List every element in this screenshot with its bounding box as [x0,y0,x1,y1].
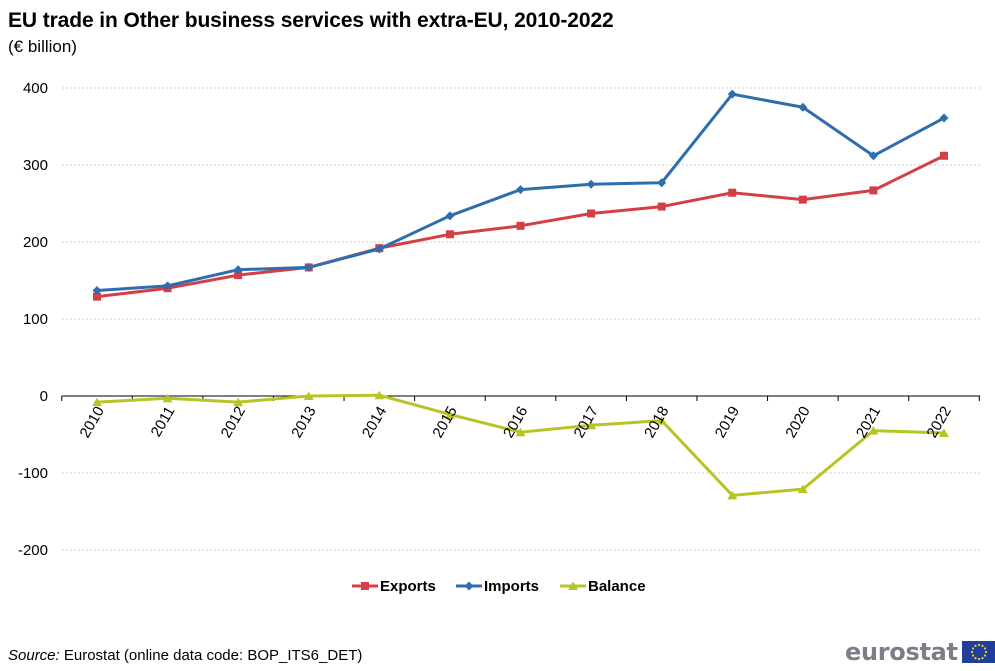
imports-point [657,178,667,188]
exports-point [869,186,878,195]
exports-point [445,230,454,239]
y-tick-label: 0 [40,388,48,405]
legend-label-balance: Balance [588,578,646,595]
balance-point [233,397,244,407]
legend-item-balance: Balance [560,578,646,595]
y-tick-label: 100 [23,311,48,328]
balance-point [515,427,526,437]
exports-point [93,292,101,301]
y-tick-label: 300 [23,157,48,174]
x-tick-label: 2012 [218,403,249,440]
balance-point [797,484,808,494]
imports-point [516,185,525,195]
chart-subtitle: (€ billion) [8,37,77,56]
x-tick-label: 2016 [500,403,531,440]
imports-point [868,151,878,161]
imports-point [233,265,243,275]
x-tick-label: 2017 [571,403,602,440]
imports-point [445,211,455,221]
legend-label-imports: Imports [484,578,539,595]
balance-point [586,420,597,430]
y-tick-label: 400 [23,80,48,97]
x-tick-label: 2020 [782,403,813,440]
x-tick-label: 2010 [76,403,107,440]
source-note: Source: Eurostat (online data code: BOP_… [8,647,362,664]
imports-point [92,286,102,296]
y-tick-label: -200 [18,542,48,559]
imports-point [163,281,173,291]
legend-marker-exports [361,582,369,590]
imports-point [939,113,949,123]
y-tick-label: 200 [23,234,48,251]
exports-point [516,221,525,230]
source-label: Source: [8,647,60,664]
balance-point [868,426,879,435]
exports-point [798,195,807,204]
x-tick-label: 2021 [853,403,884,440]
x-tick-label: 2014 [359,403,390,440]
balance-point [727,490,738,500]
balance-point [939,428,949,437]
exports-point [728,188,737,197]
imports-point [374,244,384,254]
x-tick-label: 2019 [712,403,743,440]
exports-point [657,202,666,211]
x-tick-label: 2011 [148,403,179,439]
y-tick-label: -100 [18,465,48,482]
legend-marker-imports [464,581,474,591]
imports-point [727,89,737,99]
legend-marker-balance [568,581,578,590]
exports-point [587,209,596,218]
eurostat-logo: eurostat [845,638,995,666]
balance-point [444,409,455,419]
legend-label-exports: Exports [380,578,436,595]
imports-point [798,102,808,112]
balance-point [656,416,667,425]
source-text: Eurostat (online data code: BOP_ITS6_DET… [59,647,363,664]
exports-point [940,151,948,160]
legend-item-imports: Imports [456,578,539,595]
balance-point [162,393,173,403]
exports-point [234,271,243,280]
balance-point [374,390,385,400]
balance-point [92,397,102,407]
eurostat-logo-text: eurostat [845,638,958,666]
imports-point [304,262,314,272]
eu-flag-icon [961,641,995,663]
balance-point [303,391,314,400]
x-tick-label: 2022 [923,403,954,440]
chart-title: EU trade in Other business services with… [8,9,614,32]
imports-point [586,179,596,189]
legend-item-exports: Exports [352,578,436,595]
x-tick-label: 2013 [288,403,319,440]
